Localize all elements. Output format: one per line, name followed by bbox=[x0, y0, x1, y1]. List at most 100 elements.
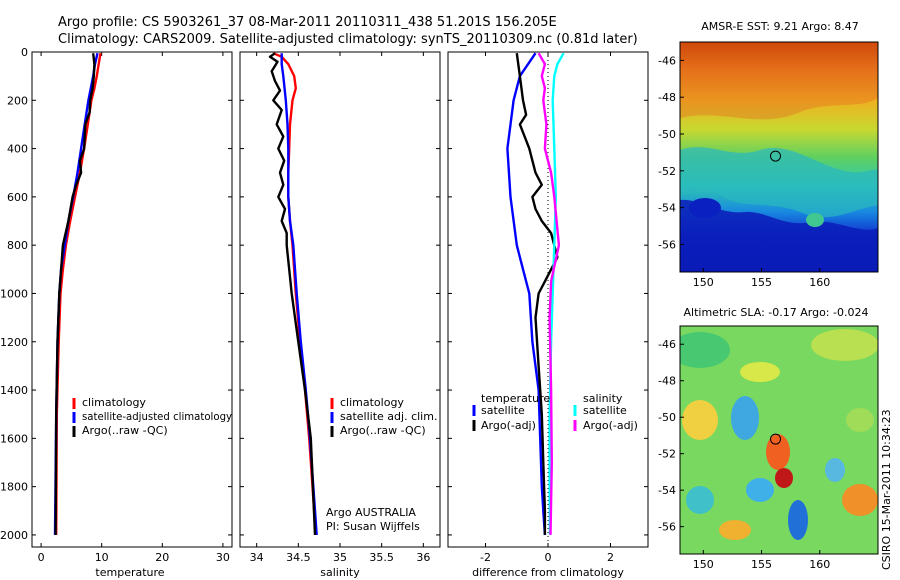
y-tick-label: 1200 bbox=[0, 336, 28, 349]
salinity-axis: 34 34.5 35 35.5 36 bbox=[250, 52, 430, 564]
sla-patch bbox=[825, 458, 845, 482]
x-tick-label: 36 bbox=[416, 551, 430, 564]
sla-patch bbox=[719, 520, 751, 540]
sst-warm-spot bbox=[806, 213, 824, 227]
series-line-argo-raw-qc bbox=[54, 53, 96, 535]
sla-patch bbox=[680, 332, 730, 368]
lat-tick-label: -56 bbox=[658, 238, 676, 251]
sst-cold-band bbox=[680, 199, 878, 272]
legend-label-climatology: climatology bbox=[340, 396, 404, 409]
legend-header-temperature: temperature bbox=[481, 392, 550, 405]
y-tick-label: 2000 bbox=[0, 529, 28, 542]
sst-map-frame bbox=[679, 41, 879, 273]
temperature-axis-label: temperature bbox=[95, 566, 164, 579]
difference-axis: -2 0 2 bbox=[480, 52, 614, 564]
temperature-profile-panel: 0 200 400 600 800 1000 1200 1400 1600 1800 2000 0 1… bbox=[0, 46, 233, 579]
sst-warm-band bbox=[680, 42, 878, 120]
sla-map-title: Altimetric SLA: -0.17 Argo: -0.024 bbox=[684, 306, 869, 319]
lat-tick-label: -50 bbox=[658, 411, 676, 424]
salinity-plot-frame bbox=[239, 51, 441, 548]
legend-label-temp-satellite: satellite bbox=[481, 404, 525, 417]
lat-tick-label: -54 bbox=[658, 484, 676, 497]
sla-field bbox=[680, 326, 878, 554]
salinity-series bbox=[268, 52, 318, 535]
legend-label-sal-satellite: satellite bbox=[583, 404, 627, 417]
sst-map-panel: AMSR-E SST: 9.21 Argo: 8.47 150 155 160 -46… bbox=[658, 20, 879, 289]
y-tick-label: 1800 bbox=[0, 481, 28, 494]
legend-label-temp-argo: Argo(-adj) bbox=[481, 419, 536, 432]
sst-map-title: AMSR-E SST: 9.21 Argo: 8.47 bbox=[701, 20, 859, 33]
lat-tick-label: -50 bbox=[658, 128, 676, 141]
sla-patch bbox=[740, 362, 780, 382]
y-tick-label: 800 bbox=[7, 239, 28, 252]
series-line-temperature-satellite bbox=[506, 52, 547, 535]
sla-map-axes: 150 155 160 -46 -48 -50 -52 -54 -56 bbox=[658, 338, 830, 571]
lat-tick-label: -46 bbox=[658, 338, 676, 351]
institution-annotation: Argo AUSTRALIA bbox=[326, 506, 416, 519]
x-tick-label: 20 bbox=[155, 551, 169, 564]
lat-tick-label: -48 bbox=[658, 375, 676, 388]
figure-title-line1: Argo profile: CS 5903261_37 08-Mar-2011 … bbox=[58, 15, 557, 30]
x-tick-label: 10 bbox=[95, 551, 109, 564]
sla-patch bbox=[846, 408, 874, 432]
legend-label-satellite: satellite-adjusted climatology bbox=[82, 410, 232, 423]
lat-tick-label: -54 bbox=[658, 202, 676, 215]
x-tick-label: 2 bbox=[607, 551, 614, 564]
legend-label-argo: Argo(..raw -QC) bbox=[82, 424, 168, 437]
difference-legend: temperature salinity satellite Argo(-adj… bbox=[472, 392, 638, 432]
profile-location-marker bbox=[770, 150, 782, 162]
x-tick-label: 34.5 bbox=[286, 551, 311, 564]
x-tick-label: 35 bbox=[333, 551, 347, 564]
pi-annotation: PI: Susan Wijffels bbox=[326, 520, 420, 533]
difference-depth-ticks bbox=[448, 51, 648, 536]
x-tick-label: 34 bbox=[250, 551, 264, 564]
lat-tick-label: -46 bbox=[658, 54, 676, 67]
salinity-axis-label: salinity bbox=[320, 566, 360, 579]
y-tick-label: 1600 bbox=[0, 432, 28, 445]
lat-tick-label: -56 bbox=[658, 521, 676, 534]
legend-label-sal-argo: Argo(-adj) bbox=[583, 419, 638, 432]
sla-patch bbox=[682, 400, 718, 440]
sla-map-panel: Altimetric SLA: -0.17 Argo: -0.024 150 15… bbox=[658, 306, 879, 571]
sst-cold-eddy bbox=[689, 198, 721, 218]
y-tick-label: 1000 bbox=[0, 287, 28, 300]
sla-patch bbox=[686, 486, 714, 514]
difference-profile-panel: -2 0 2 temperature salinity satellite Argo… bbox=[447, 51, 649, 579]
temperature-legend: climatology satellite-adjusted climatolo… bbox=[72, 396, 232, 437]
figure-title-line2: Climatology: CARS2009. Satellite-adjuste… bbox=[58, 32, 638, 47]
lon-tick-label: 155 bbox=[751, 276, 772, 289]
lon-tick-label: 150 bbox=[693, 276, 714, 289]
series-line-temperature-argo-adj bbox=[515, 53, 559, 535]
y-tick-label: 400 bbox=[7, 143, 28, 156]
lon-tick-label: 160 bbox=[809, 276, 830, 289]
sla-patch bbox=[746, 478, 774, 502]
series-line-salinity-argo-adj bbox=[537, 52, 561, 535]
temperature-axis: 0 10 20 30 bbox=[38, 52, 230, 564]
legend-label-climatology: climatology bbox=[82, 396, 146, 409]
lon-tick-label: 160 bbox=[809, 558, 830, 571]
y-tick-label: 600 bbox=[7, 191, 28, 204]
sla-patch bbox=[788, 500, 808, 540]
sst-front bbox=[680, 147, 878, 218]
y-tick-label: 1400 bbox=[0, 384, 28, 397]
x-tick-label: -2 bbox=[480, 551, 491, 564]
y-tick-label: 0 bbox=[21, 46, 28, 59]
sst-map-axes: 150 155 160 -46 -48 -50 -52 -54 -56 bbox=[658, 54, 830, 289]
series-line-salinity-satellite bbox=[548, 52, 565, 535]
lon-tick-label: 150 bbox=[693, 558, 714, 571]
lat-tick-label: -52 bbox=[658, 165, 676, 178]
sla-patch bbox=[731, 396, 759, 440]
sla-patch bbox=[766, 434, 790, 470]
legend-label-argo: Argo(..raw -QC) bbox=[340, 424, 426, 437]
salinity-legend: climatology satellite adj. clim. Argo(..… bbox=[330, 396, 437, 437]
difference-series bbox=[506, 52, 565, 535]
x-tick-label: 0 bbox=[38, 551, 45, 564]
sla-patch bbox=[842, 484, 878, 516]
sst-field bbox=[680, 42, 878, 272]
lat-tick-label: -52 bbox=[658, 448, 676, 461]
temperature-plot-frame bbox=[31, 51, 233, 548]
legend-header-salinity: salinity bbox=[583, 392, 623, 405]
x-tick-label: 35.5 bbox=[369, 551, 394, 564]
salinity-profile-panel: 34 34.5 35 35.5 36 climatology satellite adj… bbox=[239, 51, 441, 579]
